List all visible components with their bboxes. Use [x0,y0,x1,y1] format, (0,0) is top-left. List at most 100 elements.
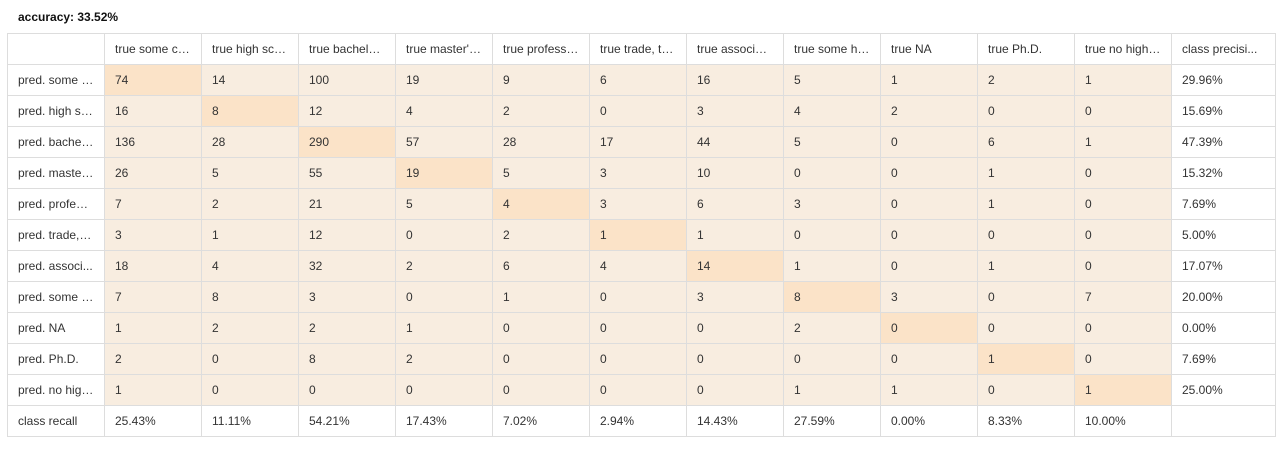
matrix-cell: 0 [880,157,978,189]
table-body: pred. some c... 74 14 100 19 9 6 16 5 1 2 1 29.96% pr… [7,64,1276,437]
matrix-cell: 0 [686,374,784,406]
row-header[interactable]: pred. no high... [7,374,105,406]
matrix-cell: 0 [395,281,493,313]
table-row: pred. no high... 1 0 0 0 0 0 0 1 1 0 1 25.00% [7,374,1276,406]
row-header[interactable]: pred. some c... [7,64,105,96]
matrix-cell: 1 [977,250,1075,282]
matrix-cell: 0 [783,157,881,189]
matrix-cell: 1 [686,219,784,251]
matrix-cell: 26 [104,157,202,189]
column-header-precision[interactable]: class precisi... [1171,33,1276,65]
row-header[interactable]: pred. some h... [7,281,105,313]
class-precision-cell: 17.07% [1171,250,1276,282]
matrix-cell: 1 [395,312,493,344]
matrix-cell: 0 [977,219,1075,251]
column-header[interactable]: true bachelor... [298,33,396,65]
matrix-cell-diagonal: 14 [686,250,784,282]
header-row: true some co... true high sch... true ba… [7,33,1276,65]
table-row: pred. profess... 7 2 21 5 4 3 6 3 0 1 0 7.69% [7,188,1276,220]
matrix-cell: 7 [1074,281,1172,313]
row-header[interactable]: pred. profess... [7,188,105,220]
column-header[interactable]: true trade, te... [589,33,687,65]
row-header[interactable]: pred. trade, t... [7,219,105,251]
matrix-cell: 0 [880,126,978,158]
matrix-cell: 2 [783,312,881,344]
matrix-cell: 0 [589,281,687,313]
matrix-cell: 6 [686,188,784,220]
matrix-cell: 1 [977,188,1075,220]
matrix-cell: 0 [880,343,978,375]
row-header[interactable]: pred. associ... [7,250,105,282]
class-precision-cell: 20.00% [1171,281,1276,313]
row-header[interactable]: pred. bachel... [7,126,105,158]
matrix-cell: 0 [201,374,299,406]
matrix-cell: 55 [298,157,396,189]
matrix-cell: 4 [589,250,687,282]
matrix-cell: 0 [1074,157,1172,189]
row-header[interactable]: pred. Ph.D. [7,343,105,375]
matrix-cell: 0 [395,374,493,406]
class-precision-cell: 15.32% [1171,157,1276,189]
table-row: pred. high sc... 16 8 12 4 2 0 3 4 2 0 0 15.69% [7,95,1276,127]
class-recall-cell: 7.02% [492,405,590,437]
matrix-cell: 57 [395,126,493,158]
matrix-cell: 0 [686,343,784,375]
matrix-cell-diagonal: 8 [201,95,299,127]
matrix-cell: 5 [783,64,881,96]
matrix-cell: 100 [298,64,396,96]
column-header[interactable]: true professi... [492,33,590,65]
matrix-cell: 0 [1074,312,1172,344]
matrix-cell: 4 [201,250,299,282]
matrix-cell: 7 [104,281,202,313]
matrix-cell: 1 [783,250,881,282]
matrix-cell: 5 [783,126,881,158]
matrix-cell: 5 [395,188,493,220]
matrix-cell: 2 [104,343,202,375]
matrix-cell: 2 [201,188,299,220]
class-recall-cell: 25.43% [104,405,202,437]
column-header[interactable]: true some co... [104,33,202,65]
row-header[interactable]: pred. high sc... [7,95,105,127]
matrix-cell: 0 [977,281,1075,313]
matrix-cell: 28 [201,126,299,158]
class-recall-cell: 11.11% [201,405,299,437]
matrix-cell: 32 [298,250,396,282]
matrix-cell: 16 [104,95,202,127]
matrix-cell: 3 [104,219,202,251]
matrix-cell: 17 [589,126,687,158]
row-header[interactable]: pred. master'... [7,157,105,189]
column-header[interactable]: true no high ... [1074,33,1172,65]
matrix-cell: 1 [492,281,590,313]
class-precision-cell: 47.39% [1171,126,1276,158]
matrix-cell: 12 [298,219,396,251]
class-precision-cell: 7.69% [1171,343,1276,375]
matrix-cell: 16 [686,64,784,96]
matrix-cell: 0 [1074,95,1172,127]
matrix-cell: 0 [589,95,687,127]
column-header[interactable]: true Ph.D. [977,33,1075,65]
matrix-cell: 1 [104,374,202,406]
matrix-cell: 0 [298,374,396,406]
column-header[interactable]: true master's... [395,33,493,65]
matrix-cell: 28 [492,126,590,158]
class-precision-cell: 25.00% [1171,374,1276,406]
matrix-cell: 5 [492,157,590,189]
matrix-cell-diagonal: 1 [977,343,1075,375]
matrix-cell-diagonal: 0 [880,312,978,344]
table-row: pred. NA 1 2 2 1 0 0 0 2 0 0 0 0.00% [7,312,1276,344]
matrix-cell-diagonal: 1 [1074,374,1172,406]
matrix-cell: 136 [104,126,202,158]
matrix-cell: 1 [1074,126,1172,158]
matrix-cell: 12 [298,95,396,127]
column-header[interactable]: true high sch... [201,33,299,65]
table-row: pred. some c... 74 14 100 19 9 6 16 5 1 2 1 29.96% [7,64,1276,96]
column-header[interactable]: true some hi... [783,33,881,65]
class-recall-cell: 10.00% [1074,405,1172,437]
matrix-cell: 2 [492,219,590,251]
class-recall-cell: 0.00% [880,405,978,437]
column-header[interactable]: true NA [880,33,978,65]
matrix-cell: 21 [298,188,396,220]
matrix-cell: 2 [298,312,396,344]
row-header[interactable]: pred. NA [7,312,105,344]
column-header[interactable]: true associat... [686,33,784,65]
